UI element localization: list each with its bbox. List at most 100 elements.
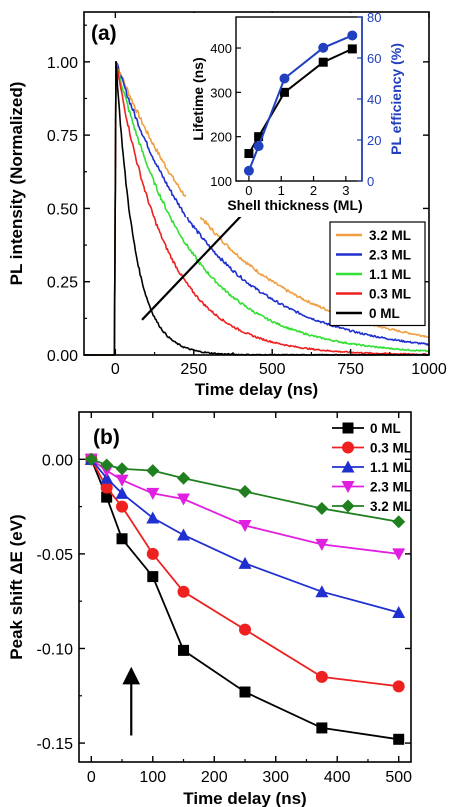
y-tick-label: 0.75: [47, 128, 78, 145]
inset-data-point: [318, 42, 329, 53]
x-tick-label: 250: [180, 361, 207, 378]
inset-data-point: [243, 165, 254, 176]
data-point: [392, 515, 406, 529]
inset-y2-tick-label: 60: [367, 51, 381, 66]
data-point: [316, 722, 328, 734]
inset-y2-tick-label: 20: [367, 133, 381, 148]
data-point: [177, 493, 191, 506]
y-tick-label: 0.00: [47, 348, 78, 365]
inset-y2-tick-label: 0: [367, 174, 374, 189]
panel-b: 0 100 200 300 400 500 0.00 -0.05 -0.10 -0.15 Time …: [7, 411, 412, 807]
legend-marker: [341, 460, 355, 473]
data-point: [238, 484, 252, 498]
data-point: [315, 585, 329, 598]
x-tick-label: 1000: [411, 361, 447, 378]
x-tick-label: 100: [139, 769, 166, 786]
x-tick-label: 200: [201, 769, 228, 786]
inset-data-point: [347, 44, 357, 54]
data-point: [100, 458, 114, 472]
legend-label: 2.3 ML: [370, 480, 412, 495]
inset-frame: [235, 16, 363, 182]
legend-marker: [341, 499, 355, 513]
legend-label: 0.3 ML: [369, 287, 411, 302]
inset-x-tick-label: 3: [342, 183, 349, 198]
legend-label: 3.2 ML: [370, 499, 412, 514]
x-tick-label: 500: [385, 769, 412, 786]
x-tick-label: 750: [337, 361, 364, 378]
inset-x-tick-label: 0: [245, 183, 252, 198]
data-point: [239, 623, 251, 636]
inset-data-point: [347, 30, 358, 41]
data-point: [177, 528, 191, 541]
plot-frame: [78, 411, 412, 763]
data-point: [115, 486, 129, 499]
y-tick-label: 0.50: [47, 201, 78, 218]
data-point: [393, 733, 405, 745]
inset-y2-axis-label: PL efficiency (%): [388, 43, 404, 155]
x-tick-label: 0: [111, 361, 120, 378]
data-point: [146, 487, 160, 500]
y-tick-label: -0.10: [37, 641, 74, 658]
data-point: [100, 481, 113, 494]
data-point: [146, 547, 159, 560]
data-point: [238, 556, 252, 569]
data-point: [146, 464, 160, 478]
inset-y2-tick-label: 40: [367, 92, 381, 107]
data-point: [392, 680, 405, 693]
x-axis-label: Time delay (ns): [183, 789, 306, 807]
legend-label: 2.3 ML: [369, 248, 411, 263]
inset-y-tick-label: 400: [210, 41, 232, 56]
data-point: [315, 670, 328, 683]
inset-data-point: [279, 87, 289, 97]
data-point: [177, 471, 191, 485]
y-axis-label: Peak shift ΔE (eV): [7, 514, 26, 659]
inset-data-point: [279, 73, 290, 84]
x-tick-label: 300: [262, 769, 289, 786]
y-tick-label: -0.15: [37, 736, 74, 753]
inset-chart: 0 1 2 3 100 200 300 400 0 20 40 60 80 Shell thickness…: [186, 10, 407, 217]
data-point: [177, 585, 190, 598]
decay-curve-2-3-ML: [84, 60, 430, 356]
legend-marker: [341, 481, 355, 493]
data-point: [147, 571, 159, 583]
panel-label: (a): [91, 22, 117, 45]
x-axis-label: Time delay (ns): [195, 380, 318, 399]
y-axis-label: PL intensity (Normalized): [7, 82, 26, 286]
data-point: [100, 471, 114, 484]
y-tick-label: 0.25: [47, 275, 78, 292]
y-tick-label: 1.00: [47, 55, 78, 72]
decay-curve-0-3-ML: [84, 60, 430, 356]
legend-label: 1.1 ML: [370, 460, 412, 475]
legend-label: 3.2 ML: [369, 228, 411, 243]
inset-data-point: [244, 149, 254, 159]
data-point: [116, 500, 129, 513]
panel-label: (b): [93, 426, 120, 449]
data-point: [392, 548, 406, 561]
data-point: [392, 606, 406, 619]
data-point: [146, 511, 160, 524]
inset-y-axis-label: Lifetime (ns): [190, 57, 206, 140]
series-line-0-ML: [90, 458, 399, 741]
y-tick-label: 0.00: [42, 452, 73, 469]
data-point: [115, 474, 129, 487]
x-tick-label: 500: [259, 361, 286, 378]
inset-x-axis-label: Shell thickness (ML): [227, 197, 362, 213]
x-tick-label: 0: [87, 769, 96, 786]
data-point: [315, 501, 329, 515]
inset-y-tick-label: 100: [210, 174, 232, 189]
data-point: [178, 644, 190, 656]
legend-label: 1.1 ML: [369, 267, 411, 282]
inset-y-tick-label: 300: [210, 85, 232, 100]
legend-label: 0 ML: [369, 306, 400, 321]
legend-marker: [342, 422, 354, 434]
inset-x-tick-label: 2: [310, 183, 317, 198]
x-tick-label: 400: [324, 769, 351, 786]
data-point: [238, 520, 252, 533]
inset-y2-tick-label: 80: [367, 10, 381, 25]
inset-data-point: [318, 57, 328, 67]
data-point: [115, 462, 129, 476]
data-point: [84, 452, 98, 466]
legend-marker: [342, 441, 354, 454]
